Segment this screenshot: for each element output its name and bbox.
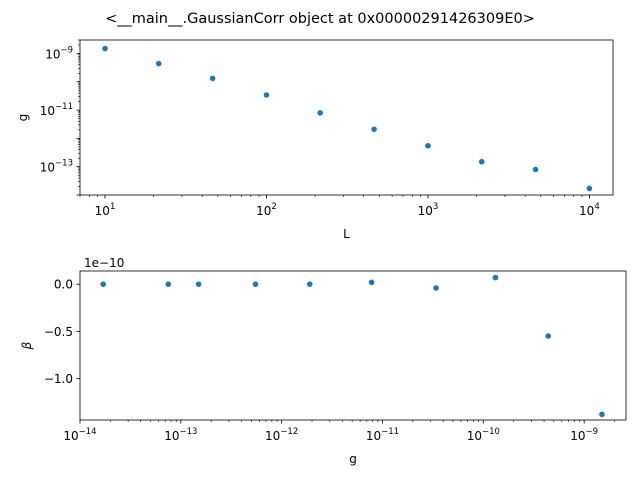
x-tick-label: 101 bbox=[95, 202, 116, 218]
data-point bbox=[532, 166, 539, 173]
data-point bbox=[371, 126, 377, 133]
x-tick-label: 103 bbox=[418, 202, 439, 218]
data-point bbox=[317, 110, 323, 116]
x-tick-label: 104 bbox=[579, 202, 600, 218]
data-point bbox=[433, 285, 439, 291]
data-point bbox=[425, 142, 431, 149]
x-tick-label: 10−9 bbox=[570, 427, 598, 443]
data-point bbox=[545, 333, 552, 339]
data-point bbox=[165, 281, 172, 288]
data-point bbox=[263, 92, 270, 98]
y-offset-text: 1e−10 bbox=[84, 256, 124, 270]
x-tick-label: 10−11 bbox=[366, 427, 399, 443]
data-point bbox=[195, 281, 202, 288]
y-tick-label: −1.0 bbox=[44, 372, 73, 386]
data-point bbox=[155, 60, 162, 67]
data-point bbox=[209, 75, 216, 82]
y-tick-label: 10−11 bbox=[40, 102, 73, 118]
x-axis-label: L bbox=[343, 227, 350, 241]
x-axis-label: g bbox=[349, 452, 357, 466]
axes-frame bbox=[79, 270, 627, 421]
x-tick-label: 10−13 bbox=[164, 427, 197, 443]
plot-bottom-beta-vs-g: 10−14 10−13 10−12 10−11 10−10 10−9 0.0 −0.5 −1.0… bbox=[20, 256, 627, 466]
y-tick-label: −0.5 bbox=[44, 325, 73, 339]
data-point bbox=[599, 411, 605, 418]
data-point bbox=[478, 158, 485, 165]
y-axis-label: β bbox=[20, 341, 34, 350]
data-point bbox=[252, 281, 259, 288]
y-tick-label: 10−13 bbox=[40, 159, 73, 175]
x-tick-label: 10−12 bbox=[265, 427, 298, 443]
y-tick-label: 0.0 bbox=[54, 278, 73, 292]
x-tick-label: 102 bbox=[256, 202, 277, 218]
axes-frame bbox=[79, 39, 614, 196]
data-point bbox=[492, 274, 499, 281]
figure-title: <__main__.GaussianCorr object at 0x00000… bbox=[105, 11, 535, 27]
y-tick-label: 10−9 bbox=[45, 46, 73, 62]
y-axis-label: g bbox=[16, 114, 30, 122]
plot-top-g-vs-L: 101 102 103 104 10−13 10−11 10−9 Lg bbox=[16, 39, 614, 241]
data-point bbox=[102, 45, 108, 52]
data-point bbox=[586, 185, 593, 192]
data-point bbox=[306, 281, 313, 288]
x-tick-label: 10−10 bbox=[467, 427, 500, 443]
data-point bbox=[100, 281, 107, 288]
x-tick-label: 10−14 bbox=[63, 427, 96, 443]
data-point bbox=[368, 279, 375, 286]
